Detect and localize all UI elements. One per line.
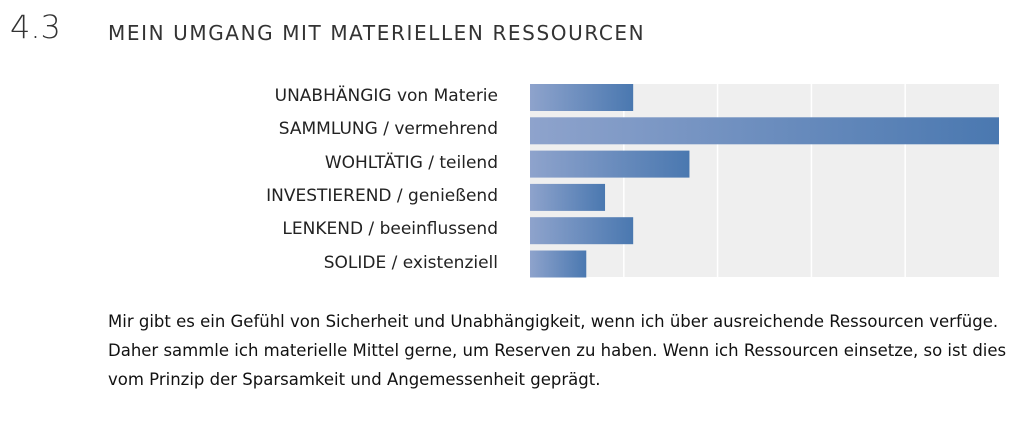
category-label: UNABHÄNGIG von Materie xyxy=(274,86,498,106)
chart-svg xyxy=(530,84,999,278)
description-text: Mir gibt es ein Gefühl von Sicherheit un… xyxy=(108,312,1007,389)
section-number: 4.3 xyxy=(10,8,61,46)
category-label: SOLIDE / existenziell xyxy=(323,252,498,273)
plot-background xyxy=(530,84,999,277)
section-title: MEIN UMGANG MIT MATERIELLEN RESSOURCEN xyxy=(108,21,646,45)
category-label: SAMMLUNG / vermehrend xyxy=(278,119,498,140)
bar-chart: UNABHÄNGIG von Materie SAMMLUNG / vermehr… xyxy=(266,84,999,278)
bar xyxy=(530,117,999,145)
bar xyxy=(530,150,690,178)
bar xyxy=(530,183,606,211)
category-label: INVESTIEREND / genießend xyxy=(266,185,498,206)
bar xyxy=(530,217,634,245)
category-label: LENKEND / beeinflussend xyxy=(282,219,498,240)
bar xyxy=(530,84,634,111)
bar xyxy=(530,250,587,278)
category-label: WOHLTÄTIG / teilend xyxy=(324,152,498,173)
